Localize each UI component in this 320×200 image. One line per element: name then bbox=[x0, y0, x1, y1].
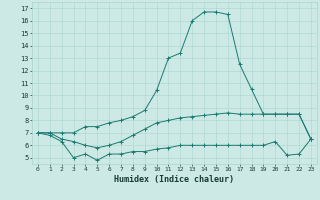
X-axis label: Humidex (Indice chaleur): Humidex (Indice chaleur) bbox=[115, 175, 234, 184]
